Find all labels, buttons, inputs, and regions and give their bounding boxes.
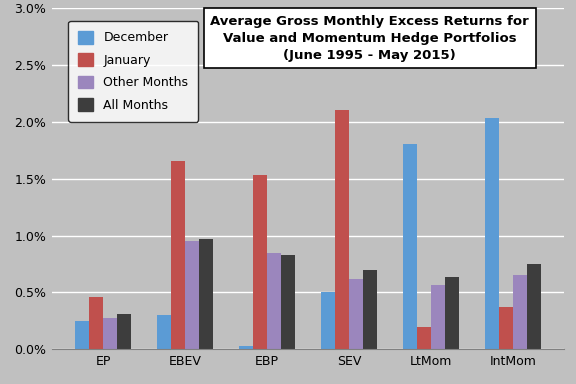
- Bar: [445, 276, 459, 349]
- Text: Average Gross Monthly Excess Returns for
Value and Momentum Hedge Portfolios
(Ju: Average Gross Monthly Excess Returns for…: [210, 15, 529, 61]
- Bar: [486, 118, 499, 349]
- Bar: [75, 321, 89, 349]
- Bar: [499, 307, 513, 349]
- Bar: [89, 297, 103, 349]
- Bar: [527, 264, 541, 349]
- Bar: [185, 241, 199, 349]
- Bar: [417, 327, 431, 349]
- Bar: [281, 255, 295, 349]
- Bar: [403, 144, 417, 349]
- Bar: [267, 253, 281, 349]
- Bar: [335, 110, 349, 349]
- Bar: [321, 293, 335, 349]
- Bar: [513, 275, 527, 349]
- Bar: [199, 239, 213, 349]
- Bar: [349, 279, 363, 349]
- Bar: [103, 318, 117, 349]
- Bar: [363, 270, 377, 349]
- Legend: December, January, Other Months, All Months: December, January, Other Months, All Mon…: [69, 21, 198, 121]
- Bar: [157, 315, 171, 349]
- Bar: [171, 161, 185, 349]
- Bar: [239, 346, 253, 349]
- Bar: [431, 285, 445, 349]
- Bar: [117, 314, 131, 349]
- Bar: [253, 175, 267, 349]
